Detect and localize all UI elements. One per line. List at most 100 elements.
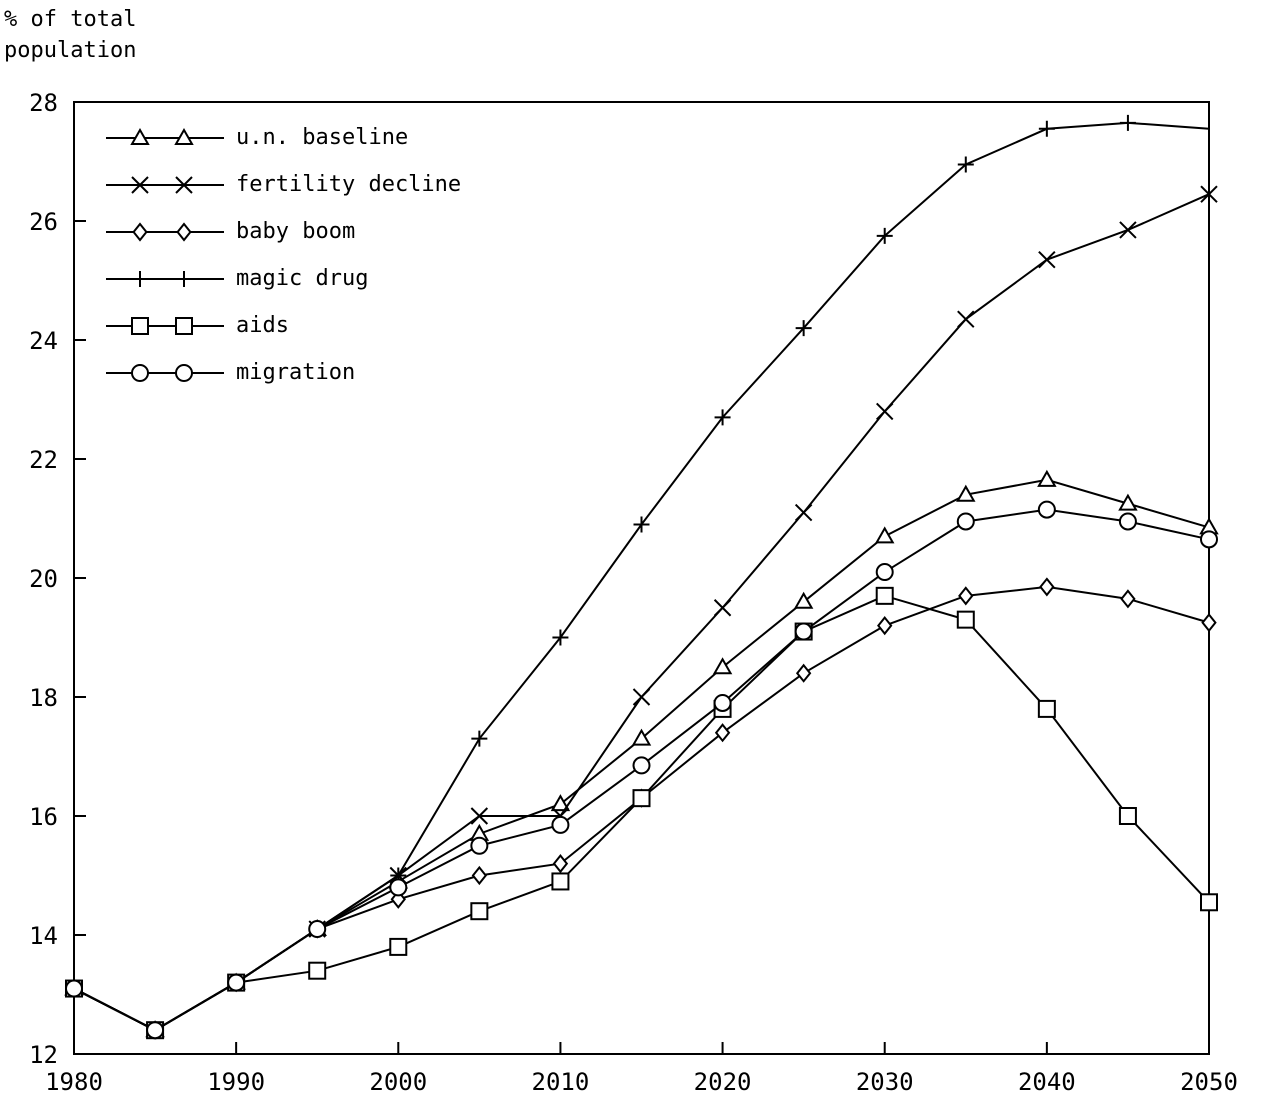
data-point-magic-drug [633, 516, 650, 533]
y-axis-title-line: population [4, 38, 136, 63]
data-point-fertility-decline [794, 503, 813, 522]
data-point-magic-drug [552, 629, 569, 646]
data-point-aids [1118, 807, 1137, 825]
legend-item-fertility-decline: fertility decline [106, 172, 461, 197]
y-tick-label: 12 [29, 1041, 58, 1069]
series-baby-boom [66, 577, 1217, 1040]
legend-label: aids [236, 313, 289, 338]
data-point-u-n-baseline [631, 728, 652, 746]
data-point-fertility-decline [632, 688, 651, 706]
y-tick-label: 14 [29, 922, 58, 950]
data-point-migration [713, 693, 732, 712]
axis-ticks: 12 14 16 18 20 22 24 26 28 1980 1990 2000 2010 2020 20… [29, 89, 1238, 1096]
data-point-aids [1037, 699, 1056, 718]
data-point-migration [1118, 512, 1137, 531]
y-tick-label: 22 [29, 446, 58, 474]
y-tick-label: 18 [29, 684, 58, 712]
data-point-baby-boom [390, 889, 406, 909]
legend: u.n. baseline fertility decline baby boom m… [106, 125, 461, 385]
y-tick-label: 16 [29, 803, 58, 831]
data-point-migration [227, 973, 246, 992]
data-point-aids [308, 961, 327, 980]
data-point-fertility-decline [713, 599, 732, 617]
data-point-aids [389, 937, 408, 956]
x-tick-label: 2010 [532, 1068, 590, 1096]
legend-label: baby boom [236, 219, 355, 244]
data-point-fertility-decline [1200, 185, 1218, 203]
legend-item-magic-drug: magic drug [106, 266, 368, 291]
legend-label: migration [236, 360, 355, 385]
data-point-migration [470, 836, 489, 855]
series-line-magic-drug [73, 121, 1210, 1032]
data-point-magic-drug [1038, 120, 1055, 137]
data-point-migration [551, 815, 570, 834]
data-point-fertility-decline [470, 807, 489, 825]
data-point-baby-boom [471, 865, 488, 886]
data-point-aids [875, 586, 894, 605]
x-tick-label: 2040 [1018, 1068, 1076, 1096]
y-tick-label: 24 [29, 327, 58, 355]
legend-label: u.n. baseline [236, 125, 408, 150]
data-point-migration [632, 756, 651, 775]
legend-marker-migration [131, 364, 149, 382]
data-point-u-n-baseline [712, 657, 733, 675]
legend-marker-baby-boom [132, 222, 148, 242]
legend-item-u-n-baseline: u.n. baseline [106, 125, 408, 150]
x-tick-label: 2020 [694, 1068, 752, 1096]
y-tick-label: 26 [29, 208, 58, 236]
legend-marker-magic-drug [176, 271, 192, 287]
data-point-aids [470, 902, 489, 921]
series-line-baby-boom [73, 585, 1210, 1032]
data-point-u-n-baseline [1118, 493, 1138, 511]
data-point-u-n-baseline [1037, 469, 1057, 487]
data-point-baby-boom [714, 723, 731, 743]
data-point-aids [956, 610, 975, 629]
legend-marker-aids [131, 317, 149, 335]
data-point-aids [632, 789, 651, 808]
y-tick-label: 28 [29, 89, 58, 117]
series-line-aids [73, 594, 1210, 1032]
data-point-baby-boom [552, 853, 569, 874]
data-point-magic-drug [471, 730, 488, 747]
data-point-migration [794, 622, 813, 641]
data-point-u-n-baseline [550, 794, 571, 812]
legend-marker-aids [175, 317, 193, 335]
data-point-baby-boom [958, 586, 974, 606]
series-aids [65, 586, 1218, 1040]
data-point-u-n-baseline [956, 484, 976, 502]
plot-area-frame [73, 101, 1210, 1055]
data-point-migration [146, 1021, 165, 1040]
legend-marker-fertility-decline [175, 176, 193, 194]
x-tick-label: 2030 [856, 1068, 914, 1096]
data-point-fertility-decline [957, 310, 975, 328]
data-point-fertility-decline [876, 402, 894, 421]
data-point-baby-boom [877, 615, 893, 636]
y-tick-label: 20 [29, 565, 58, 593]
data-point-migration [956, 512, 975, 531]
legend-marker-u-n-baseline [174, 127, 194, 145]
data-point-u-n-baseline [793, 591, 814, 609]
data-point-baby-boom [1201, 613, 1217, 633]
data-point-magic-drug [957, 156, 974, 173]
y-axis-title-line: % of total [4, 7, 136, 32]
data-point-baby-boom [1039, 577, 1055, 597]
data-point-migration [1037, 500, 1056, 519]
legend-marker-u-n-baseline [130, 127, 150, 145]
data-point-migration [1200, 530, 1218, 549]
series-magic-drug [66, 114, 1210, 1039]
data-point-magic-drug [795, 320, 812, 337]
legend-marker-migration [175, 364, 193, 382]
data-point-u-n-baseline [874, 526, 895, 544]
legend-marker-fertility-decline [131, 176, 149, 194]
x-tick-label: 1990 [207, 1068, 265, 1096]
legend-marker-baby-boom [176, 222, 192, 242]
legend-label: fertility decline [236, 172, 461, 197]
series-migration [65, 500, 1218, 1040]
data-point-magic-drug [1119, 114, 1136, 131]
data-point-magic-drug [714, 409, 731, 426]
legend-label: magic drug [236, 266, 368, 291]
data-point-aids [551, 872, 570, 891]
data-point-migration [389, 878, 408, 897]
data-point-migration [308, 920, 327, 939]
